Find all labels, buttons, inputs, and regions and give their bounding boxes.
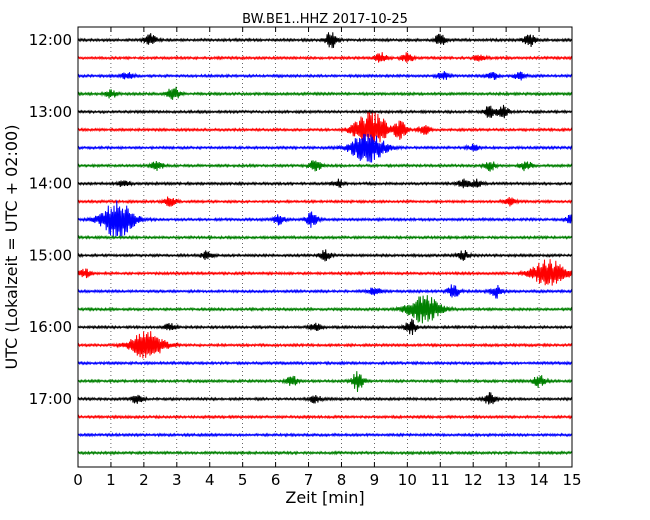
x-tick-label: 6: [271, 471, 281, 489]
x-tick-label: 0: [73, 471, 83, 489]
helicorder-traces: [77, 32, 573, 456]
x-tick-label: 15: [562, 471, 581, 489]
x-tick-label: 14: [530, 471, 549, 489]
x-axis-ticks: 0 1 2 3 4 5 6 7 8 9 10 11 12 13 14 15: [73, 27, 582, 489]
trace-1730: [77, 432, 573, 438]
x-tick-label: 12: [464, 471, 483, 489]
trace-1445: [77, 234, 573, 241]
y-axis-label: UTC (Lokalzeit = UTC + 02:00): [2, 125, 21, 370]
trace-1300: [77, 104, 573, 119]
x-tick-label: 5: [238, 471, 248, 489]
trace-1745: [77, 450, 573, 456]
x-tick-label: 7: [304, 471, 314, 489]
trace-1415: [77, 196, 573, 207]
chart-title: BW.BE1..HHZ 2017-10-25: [242, 12, 408, 27]
trace-1430: [77, 200, 573, 237]
y-tick-label: 13:00: [29, 103, 72, 121]
x-tick-label: 11: [431, 471, 450, 489]
x-tick-label: 10: [398, 471, 417, 489]
x-tick-label: 13: [497, 471, 516, 489]
trace-1630: [77, 360, 573, 366]
y-tick-label: 16:00: [29, 318, 72, 336]
trace-1345: [77, 160, 573, 172]
x-tick-label: 3: [172, 471, 182, 489]
x-tick-label: 2: [139, 471, 149, 489]
trace-1530: [77, 284, 573, 299]
trace-1315: [77, 112, 573, 149]
y-tick-label: 12:00: [29, 31, 72, 49]
x-tick-label: 1: [106, 471, 116, 489]
x-tick-label: 4: [205, 471, 215, 489]
trace-1215: [77, 52, 573, 63]
y-tick-label: 15:00: [29, 246, 72, 264]
trace-1645: [77, 371, 573, 393]
vertical-gridlines: [110, 27, 540, 467]
trace-1400: [77, 178, 573, 189]
x-tick-label: 8: [337, 471, 347, 489]
x-axis-label: Zeit [min]: [285, 488, 364, 507]
trace-1615: [77, 331, 573, 359]
trace-1500: [77, 249, 573, 262]
trace-1515: [77, 259, 573, 286]
y-tick-label: 17:00: [29, 390, 72, 408]
trace-1230: [77, 71, 573, 81]
y-axis-ticks: 12:00 13:00 14:00 15:00 16:00 17:00: [29, 31, 83, 408]
plot-frame: [77, 26, 573, 468]
y-tick-label: 14:00: [29, 175, 72, 193]
trace-1245: [77, 86, 573, 100]
trace-1545: [77, 295, 573, 324]
trace-1200: [77, 32, 573, 49]
x-tick-label: 9: [370, 471, 380, 489]
trace-1700: [77, 392, 573, 405]
trace-1330: [77, 133, 573, 163]
trace-1715: [77, 414, 573, 420]
trace-1600: [77, 318, 573, 336]
